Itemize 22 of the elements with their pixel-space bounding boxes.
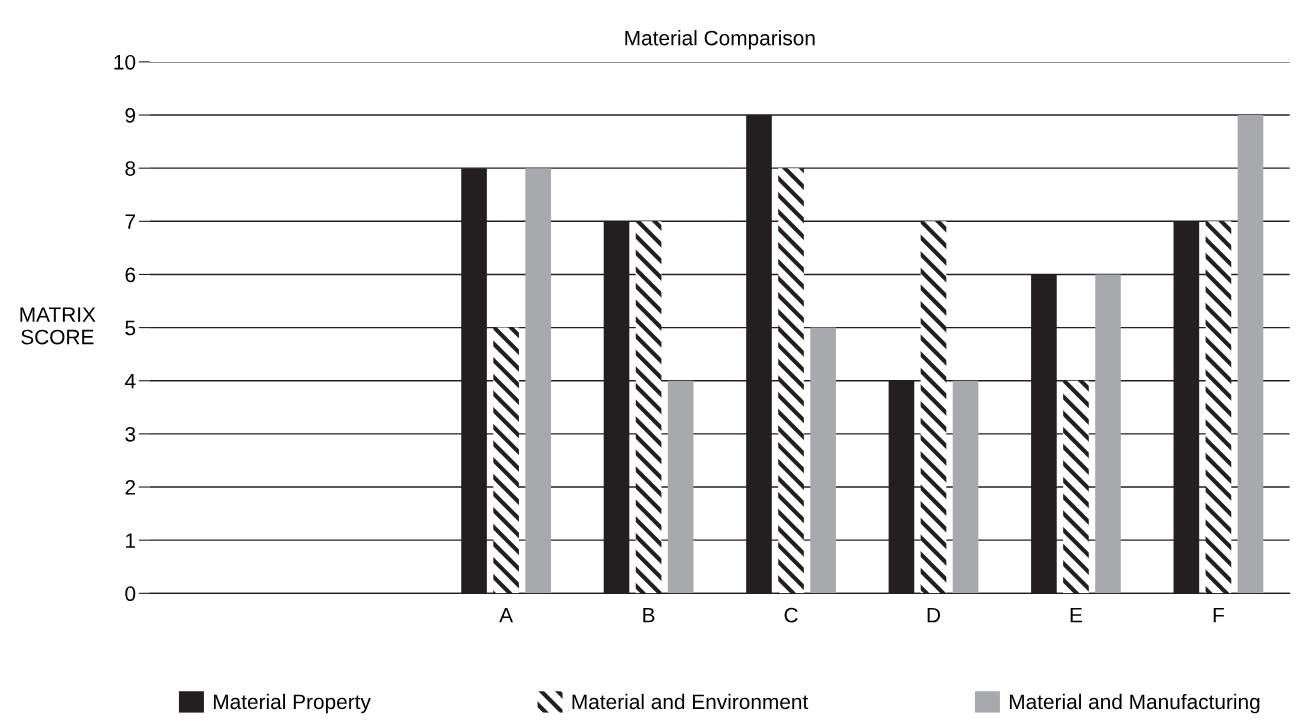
y-tick-label: 9 xyxy=(125,108,136,123)
legend-label: Material and Environment xyxy=(572,693,809,710)
x-tick-label: C xyxy=(784,607,798,623)
y-tick-label: 10 xyxy=(114,54,136,70)
y-tick-label: 6 xyxy=(125,267,136,283)
y-axis-title: MATRIX SCORE xyxy=(20,307,96,345)
y-tick-label: 1 xyxy=(126,533,136,548)
y-tick-label: 5 xyxy=(125,320,136,336)
chart-title: Material Comparison xyxy=(625,30,815,50)
y-tick-label: 4 xyxy=(124,373,136,389)
legend-label: Material Property xyxy=(213,693,371,714)
x-tick-label: B xyxy=(643,607,655,623)
legend-label: Material and Manufacturing xyxy=(1009,693,1260,714)
y-tick-label: 7 xyxy=(125,214,136,229)
y-tick-label: 2 xyxy=(125,480,136,495)
y-tick-label: 3 xyxy=(125,426,136,442)
x-tick-label: E xyxy=(1070,607,1083,623)
x-tick-label: D xyxy=(927,607,941,623)
y-tick-label: 8 xyxy=(125,161,136,176)
x-tick-label: F xyxy=(1213,607,1224,623)
y-tick-label: 0 xyxy=(125,586,136,602)
x-tick-label: A xyxy=(499,607,514,623)
